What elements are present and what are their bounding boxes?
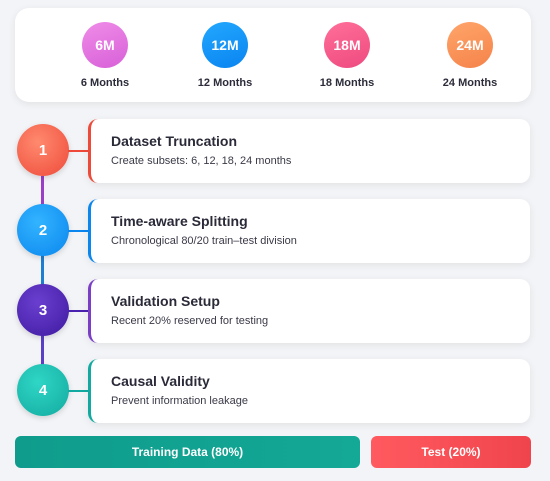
timeline-connector — [41, 176, 44, 206]
timeline-connector — [41, 335, 44, 369]
step-number-circle: 1 — [17, 124, 69, 176]
step-description: Create subsets: 6, 12, 18, 24 months — [111, 155, 292, 167]
step-card-validation-setup: Validation Setup Recent 20% reserved for… — [88, 279, 530, 343]
step-card-dataset-truncation: Dataset Truncation Create subsets: 6, 12… — [88, 119, 530, 183]
period-12-months: 12M 12 Months — [170, 22, 280, 89]
period-6-months: 6M 6 Months — [50, 22, 160, 89]
period-label: 6 Months — [80, 77, 130, 89]
step-title: Validation Setup — [111, 293, 220, 309]
step-title: Time-aware Splitting — [111, 213, 248, 229]
step-number-circle: 2 — [17, 204, 69, 256]
step-number-circle: 4 — [17, 364, 69, 416]
time-period-panel: 6M 6 Months 12M 12 Months 18M 18 Months … — [15, 8, 531, 102]
step-link-line — [68, 150, 90, 152]
training-data-bar: Training Data (80%) — [15, 436, 360, 468]
period-18-months: 18M 18 Months — [292, 22, 402, 89]
period-24-months: 24M 24 Months — [415, 22, 525, 89]
step-link-line — [68, 230, 90, 232]
step-description: Prevent information leakage — [111, 395, 248, 407]
step-description: Chronological 80/20 train–test division — [111, 235, 297, 247]
period-badge: 12M — [202, 22, 248, 68]
period-label: 24 Months — [442, 77, 498, 89]
step-title: Dataset Truncation — [111, 133, 238, 149]
step-card-causal-validity: Causal Validity Prevent information leak… — [88, 359, 530, 423]
period-badge: 18M — [324, 22, 370, 68]
test-data-bar: Test (20%) — [371, 436, 531, 468]
step-title: Causal Validity — [111, 373, 210, 389]
period-label: 12 Months — [197, 77, 253, 89]
step-link-line — [68, 310, 90, 312]
period-label: 18 Months — [319, 77, 375, 89]
step-link-line — [68, 390, 90, 392]
timeline-connector — [41, 255, 44, 289]
period-badge: 6M — [82, 22, 128, 68]
step-card-time-aware-splitting: Time-aware Splitting Chronological 80/20… — [88, 199, 530, 263]
period-badge: 24M — [447, 22, 493, 68]
step-number-circle: 3 — [17, 284, 69, 336]
step-description: Recent 20% reserved for testing — [111, 315, 269, 327]
